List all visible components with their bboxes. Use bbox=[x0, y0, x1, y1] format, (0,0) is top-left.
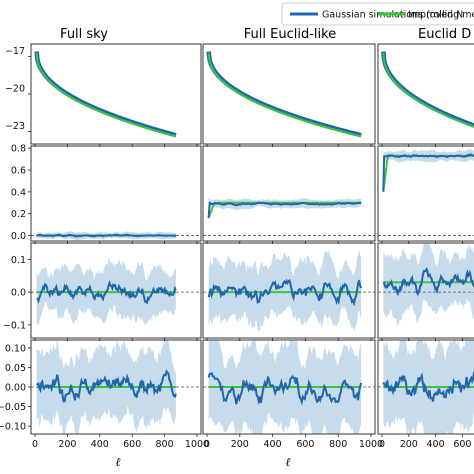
sim-rolling-mean bbox=[36, 279, 177, 305]
sim-rolling-mean bbox=[207, 201, 362, 219]
x-tick-label: 400 bbox=[427, 439, 445, 450]
sim-rolling-mean bbox=[382, 370, 474, 402]
x-tick-label: 600 bbox=[296, 439, 314, 450]
panel-1-1 bbox=[203, 198, 375, 236]
model-curve bbox=[382, 52, 474, 128]
panel-2-1 bbox=[203, 250, 375, 332]
sim-std-band bbox=[383, 243, 474, 327]
x-tick-label: 600 bbox=[453, 439, 471, 450]
panel-frame bbox=[377, 43, 474, 145]
x-tick-label: 0 bbox=[204, 439, 210, 450]
model-curve bbox=[35, 52, 177, 138]
sim-curve bbox=[34, 51, 177, 138]
y-tick-label: 0.10 bbox=[5, 343, 26, 354]
y-tick-label: −0.10 bbox=[0, 422, 26, 433]
panel-frame bbox=[377, 145, 474, 242]
y-tick-label: −0.1 bbox=[3, 320, 26, 331]
x-tick-label: 800 bbox=[156, 439, 174, 450]
sim-rolling-mean bbox=[207, 278, 363, 307]
sim-curve bbox=[381, 51, 474, 128]
x-tick-label: 1000 bbox=[185, 439, 209, 450]
x-tick-label: 800 bbox=[329, 439, 347, 450]
x-tick-label: 0 bbox=[32, 439, 38, 450]
legend: Gaussian simulations (rolling mean + std… bbox=[281, 2, 474, 26]
column-title: Euclid D bbox=[418, 27, 471, 42]
panel-2-2 bbox=[378, 243, 474, 327]
x-axis-label: ℓ bbox=[116, 455, 121, 469]
y-tick-label: 0.0 bbox=[11, 231, 26, 242]
x-tick-label: 200 bbox=[400, 439, 418, 450]
panel-0-0 bbox=[34, 51, 177, 138]
panel-2-0 bbox=[31, 258, 201, 326]
y-tick-label: −20 bbox=[5, 84, 25, 95]
y-tick-label: 0.6 bbox=[11, 166, 26, 177]
y-tick-label: 0.0 bbox=[11, 288, 26, 299]
x-tick-label: 400 bbox=[264, 439, 282, 450]
panel-3-2 bbox=[378, 340, 474, 434]
model-line bbox=[207, 201, 362, 218]
y-tick-label: 0.1 bbox=[11, 255, 26, 266]
x-tick-label: 200 bbox=[58, 439, 76, 450]
panel-3-1 bbox=[203, 340, 375, 434]
panel-frame bbox=[377, 339, 474, 435]
panel-frame bbox=[202, 242, 376, 339]
panel-frame bbox=[202, 43, 376, 145]
x-tick-label: 400 bbox=[91, 439, 109, 450]
x-tick-label: 0 bbox=[379, 439, 385, 450]
column-title: Full Euclid-like bbox=[244, 27, 336, 42]
panel-frame bbox=[30, 43, 202, 145]
x-axis-label: ℓ bbox=[286, 455, 291, 469]
y-tick-label: −0.05 bbox=[0, 402, 26, 413]
panel-1-2 bbox=[378, 149, 474, 236]
x-tick-label: 600 bbox=[123, 439, 141, 450]
sim-rolling-mean bbox=[36, 233, 176, 238]
y-tick-label: −17 bbox=[5, 46, 25, 57]
panel-frame bbox=[30, 242, 202, 339]
panels: −17−20−230.80.60.40.20.00.10.0−0.10 200 40… bbox=[0, 27, 474, 469]
panel-3-0 bbox=[31, 340, 201, 434]
sim-std-band bbox=[36, 340, 176, 434]
x-tick-label: 1000 bbox=[359, 439, 383, 450]
panel-0-2 bbox=[381, 51, 474, 128]
panel-frame bbox=[202, 339, 376, 435]
legend-label-model: Improved N bbox=[408, 10, 463, 21]
y-tick-label: 0.8 bbox=[11, 144, 26, 155]
panel-frame bbox=[202, 145, 376, 242]
sim-rolling-mean bbox=[382, 153, 474, 192]
y-tick-label: 0.05 bbox=[5, 363, 26, 374]
panel-frame bbox=[377, 242, 474, 339]
panel-0-1 bbox=[206, 51, 362, 138]
model-curve bbox=[207, 52, 362, 138]
y-tick-label: −23 bbox=[5, 121, 25, 132]
sim-rolling-mean bbox=[36, 368, 177, 403]
x-tick-label: 200 bbox=[231, 439, 249, 450]
y-tick-label: 0.2 bbox=[11, 209, 26, 220]
y-tick-label: 0.00 bbox=[5, 383, 26, 394]
column-title: Full sky bbox=[60, 27, 108, 42]
sim-curve bbox=[206, 51, 362, 138]
sim-rolling-mean bbox=[382, 266, 474, 297]
y-tick-label: 0.4 bbox=[11, 187, 26, 198]
panel-frame bbox=[30, 145, 202, 242]
sim-rolling-mean bbox=[207, 371, 363, 406]
panel-1-0 bbox=[31, 231, 201, 241]
